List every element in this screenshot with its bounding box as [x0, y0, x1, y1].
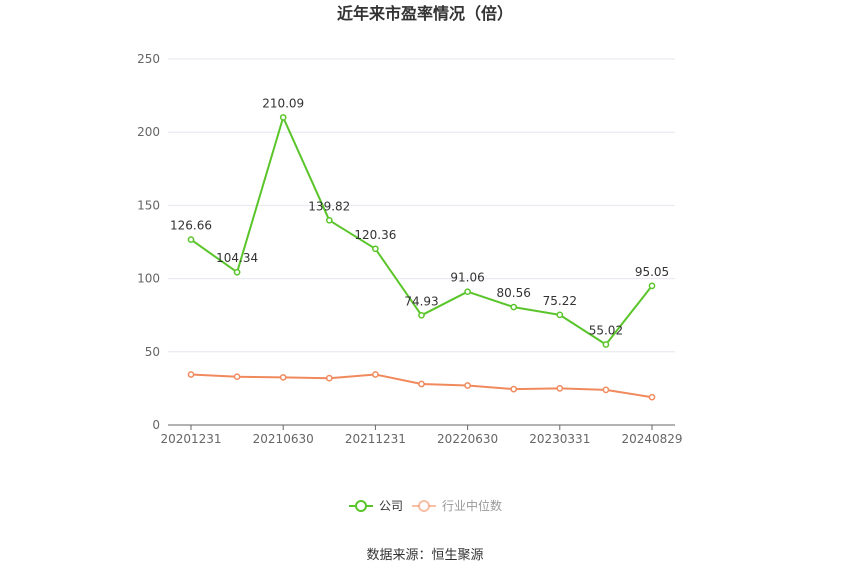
data-label: 120.36 — [354, 228, 396, 242]
x-tick-label: 20230331 — [529, 432, 590, 446]
series-point-0 — [372, 245, 379, 253]
x-tick-label: 20211231 — [345, 432, 406, 446]
x-tick-label: 20240829 — [621, 432, 682, 446]
series-point-1 — [510, 385, 518, 393]
y-tick-label: 100 — [137, 272, 160, 286]
series-point-0 — [233, 268, 241, 276]
y-tick-label: 250 — [137, 52, 160, 66]
series-point-1 — [556, 385, 564, 392]
series-point-0 — [279, 114, 287, 121]
y-tick-label: 0 — [152, 418, 160, 432]
series-point-0 — [325, 216, 333, 224]
series-point-1 — [602, 386, 610, 394]
series-point-0 — [187, 236, 195, 243]
axes: 0 50 100 150 200 250 20201231 20210630 20211231 2… — [137, 52, 682, 446]
series-point-1 — [233, 373, 241, 381]
data-label: 139.82 — [308, 199, 350, 213]
series-point-0 — [464, 288, 471, 296]
series-point-0 — [510, 303, 518, 311]
x-tick-label: 20220630 — [437, 432, 498, 446]
series-point-1 — [279, 374, 287, 381]
series-point-0 — [556, 311, 564, 319]
series-point-1 — [418, 380, 425, 388]
chart-title: 近年来市盈率情况（倍） — [337, 4, 513, 23]
source-note: 数据来源：恒生聚源 — [366, 548, 483, 563]
data-label: 75.22 — [543, 294, 577, 308]
legend-marker-company — [355, 500, 367, 512]
y-tick-label: 150 — [137, 198, 160, 212]
x-tick-label: 20201231 — [160, 432, 221, 446]
data-label: 55.02 — [589, 323, 623, 337]
y-tick-label: 50 — [145, 345, 160, 359]
data-labels: 126.66 104.34 210.09 139.82 120.36 74.93 91.06… — [170, 96, 669, 337]
legend-item-industry-median[interactable]: 行业中位数 — [412, 498, 502, 513]
grid — [168, 58, 675, 353]
series-point-1 — [372, 371, 379, 378]
data-label: 104.34 — [216, 251, 258, 265]
series — [187, 114, 656, 401]
series-point-1 — [187, 371, 195, 378]
legend-marker-industry — [418, 500, 430, 512]
legend-item-company[interactable]: 公司 — [349, 499, 403, 513]
data-label: 95.05 — [635, 265, 669, 279]
data-label: 80.56 — [497, 286, 531, 300]
data-label: 91.06 — [450, 271, 484, 285]
data-label: 126.66 — [170, 219, 212, 233]
x-tick-label: 20210630 — [253, 432, 314, 446]
series-point-0 — [418, 311, 425, 319]
y-tick-label: 200 — [137, 125, 160, 139]
series-line-0 — [190, 116, 653, 346]
series-point-1 — [464, 382, 471, 389]
series-point-0 — [648, 282, 656, 290]
series-point-1 — [325, 374, 333, 382]
data-label: 74.93 — [404, 294, 438, 308]
series-point-0 — [602, 341, 610, 348]
legend: 公司 行业中位数 — [349, 498, 502, 513]
legend-label-company: 公司 — [379, 499, 403, 513]
data-label: 210.09 — [262, 96, 304, 110]
legend-label-industry-median: 行业中位数 — [442, 498, 502, 513]
series-point-1 — [648, 393, 656, 401]
